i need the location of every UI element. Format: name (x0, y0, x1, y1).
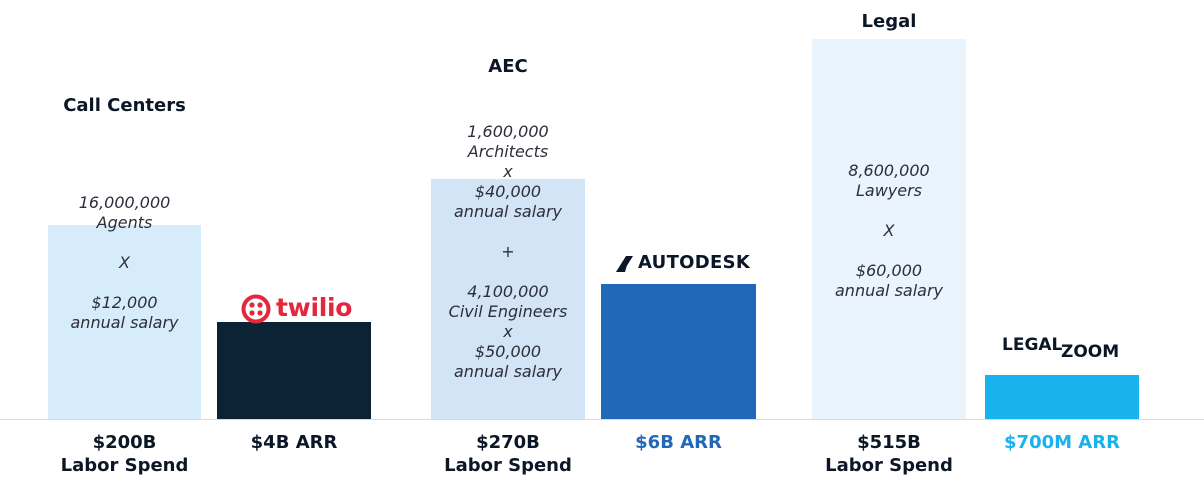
bar-text-line (812, 241, 966, 261)
bar-arr-autodesk (601, 284, 756, 419)
bar-text-line (431, 222, 585, 242)
legalzoom-logo-text-2: ZOOM (1061, 342, 1120, 362)
bar-text-line (48, 233, 201, 253)
bar-arr-twilio (217, 322, 371, 419)
bar-text-line: x (503, 322, 513, 341)
bar-text-line: 8,600,000 (848, 161, 930, 180)
bar-text-line: Civil Engineers (448, 302, 568, 321)
bar-text-line (431, 262, 585, 282)
bar-text-line: annual salary (70, 313, 179, 332)
twilio-logo-icon (241, 294, 271, 324)
bar-text-line: $40,000 (474, 182, 542, 201)
bar-text-line: $60,000 (855, 261, 923, 280)
label-labor-call-centers: $200B Labor Spend (48, 431, 201, 477)
category-title-call-centers: Call Centers (63, 95, 186, 116)
category-title-aec: AEC (488, 56, 528, 77)
bar-text-line: Agents (96, 213, 153, 232)
label-caption: Labor Spend (444, 455, 572, 476)
bar-text-line: $12,000 (91, 293, 158, 312)
bar-text-line: x (503, 162, 513, 181)
bar-text-line: annual salary (454, 202, 562, 221)
bar-text-line: X (119, 253, 130, 272)
bar-text-aec: 1,600,000 Architects x $40,000 annual sa… (431, 122, 585, 382)
bar-labor-aec (431, 179, 585, 419)
bar-text-line: X (883, 221, 895, 240)
label-value: $270B (476, 432, 540, 453)
bar-text-line: + (501, 242, 515, 261)
bar-text-line: 4,100,000 (467, 282, 549, 301)
label-caption: Labor Spend (60, 455, 189, 476)
bar-text-line: 16,000,000 (78, 193, 171, 212)
autodesk-logo-icon (616, 256, 633, 272)
twilio-logo-text: twilio (276, 293, 353, 322)
label-arr-autodesk: $6B ARR (635, 432, 722, 453)
baseline (0, 419, 1204, 420)
bar-text-line: annual salary (835, 281, 943, 300)
label-labor-aec: $270B Labor Spend (431, 431, 585, 477)
bar-text-line: $50,000 (474, 342, 542, 361)
label-value: $515B (857, 432, 921, 453)
bar-text-line: annual salary (454, 362, 562, 381)
bar-text-line: Architects (467, 142, 549, 161)
bar-text-line (812, 201, 966, 221)
bar-labor-call-centers (48, 225, 201, 419)
bar-text-line: 1,600,000 (467, 122, 549, 141)
label-value: $200B (92, 432, 157, 453)
label-caption: Labor Spend (825, 455, 953, 476)
label-labor-legal: $515B Labor Spend (812, 431, 966, 477)
bar-text-call-centers: 16,000,000 Agents X $12,000 annual salar… (48, 193, 201, 333)
bar-text-line: Lawyers (855, 181, 923, 200)
bar-text-line (48, 273, 201, 293)
autodesk-logo-text: AUTODESK (638, 252, 751, 273)
category-title-legal: Legal (861, 11, 917, 32)
bar-text-legal: 8,600,000 Lawyers X $60,000 annual salar… (812, 161, 966, 301)
bar-labor-legal (812, 39, 966, 419)
label-arr-twilio: $4B ARR (250, 432, 338, 453)
label-arr-legalzoom: $700M ARR (1004, 432, 1120, 453)
bar-arr-legalzoom (985, 375, 1139, 419)
legalzoom-logo-text-1: LEGAL (1002, 335, 1063, 355)
